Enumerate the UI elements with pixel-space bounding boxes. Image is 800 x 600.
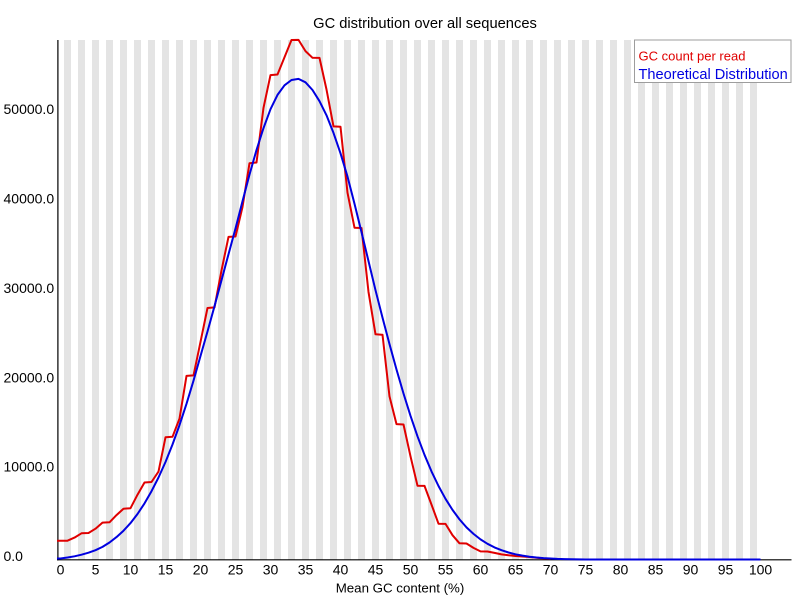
svg-text:100: 100: [749, 562, 773, 578]
svg-text:35: 35: [298, 562, 314, 578]
svg-text:25: 25: [228, 562, 244, 578]
svg-text:GC count per read: GC count per read: [639, 49, 746, 64]
svg-text:GC distribution over all seque: GC distribution over all sequences: [313, 16, 537, 32]
svg-text:50000.0: 50000.0: [4, 101, 55, 117]
svg-text:20000.0: 20000.0: [4, 369, 55, 385]
svg-text:50: 50: [403, 562, 419, 578]
svg-text:30000.0: 30000.0: [4, 280, 55, 296]
svg-text:0: 0: [57, 562, 65, 578]
svg-text:95: 95: [718, 562, 734, 578]
svg-text:20: 20: [193, 562, 209, 578]
svg-text:80: 80: [613, 562, 629, 578]
svg-text:30: 30: [263, 562, 279, 578]
svg-text:0.0: 0.0: [4, 548, 24, 564]
svg-text:45: 45: [368, 562, 384, 578]
svg-text:10000.0: 10000.0: [4, 459, 55, 475]
svg-text:65: 65: [508, 562, 524, 578]
svg-text:40000.0: 40000.0: [4, 191, 55, 207]
svg-text:Theoretical Distribution: Theoretical Distribution: [639, 67, 788, 83]
svg-text:15: 15: [158, 562, 174, 578]
svg-text:5: 5: [92, 562, 100, 578]
svg-text:90: 90: [683, 562, 699, 578]
svg-text:40: 40: [333, 562, 349, 578]
svg-text:Mean GC content (%): Mean GC content (%): [336, 581, 465, 596]
svg-text:10: 10: [123, 562, 139, 578]
svg-text:55: 55: [438, 562, 454, 578]
svg-text:60: 60: [473, 562, 489, 578]
svg-text:75: 75: [578, 562, 594, 578]
svg-text:70: 70: [543, 562, 559, 578]
svg-text:85: 85: [648, 562, 664, 578]
